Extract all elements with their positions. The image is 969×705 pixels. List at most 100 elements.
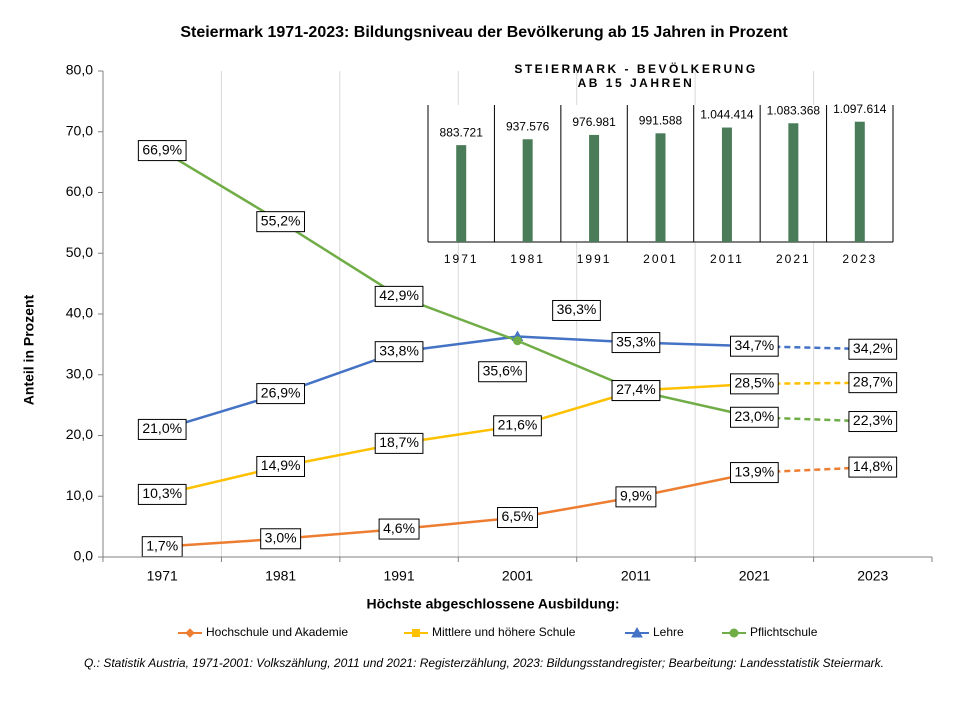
data-label-box (552, 299, 601, 321)
data-label: 35,3% (616, 333, 656, 349)
y-tick-label: 20,0 (66, 426, 93, 442)
data-label-box (137, 140, 187, 162)
data-label: 6,5% (502, 508, 534, 524)
data-label-box (374, 432, 424, 454)
bar (854, 121, 865, 242)
x-tick-label: 1991 (383, 568, 414, 584)
bar-label: 937.576 (506, 119, 550, 133)
data-label: 27,4% (616, 381, 656, 397)
bar-label: 991.588 (639, 113, 683, 127)
data-label: 55,2% (261, 212, 301, 228)
x-tick-label: 1981 (510, 252, 545, 266)
y-tick-label: 70,0 (66, 122, 93, 138)
data-label-box (730, 373, 779, 395)
data-label-box (611, 380, 661, 402)
x-tick-label: 1991 (577, 252, 612, 266)
legend-marker (729, 628, 739, 638)
data-label-box (374, 341, 424, 363)
x-tick-label: 2021 (739, 568, 770, 584)
data-label-box (730, 335, 779, 357)
x-tick-label: 1971 (147, 568, 178, 584)
bar (655, 133, 666, 242)
data-label-box (493, 415, 542, 437)
bar (522, 139, 533, 242)
data-label-box (137, 418, 187, 440)
data-label-box (848, 456, 898, 478)
legend-marker (631, 626, 643, 638)
x-tick-label: 2023 (842, 252, 877, 266)
x-tick-label: 1971 (444, 252, 479, 266)
x-tick-label: 2023 (857, 568, 888, 584)
x-tick-label: 2011 (621, 568, 651, 584)
x-tick-label: 2001 (502, 568, 533, 584)
data-label: 13,9% (735, 463, 775, 479)
inset-title: AB 15 JAHREN (578, 76, 695, 90)
data-label: 3,0% (265, 529, 297, 545)
y-tick-label: 40,0 (66, 305, 93, 321)
data-label-box (848, 338, 898, 360)
bar (788, 123, 799, 242)
data-label: 42,9% (379, 287, 419, 303)
marker (513, 336, 522, 346)
bar-label: 1.097.614 (833, 102, 887, 116)
data-label-box (374, 285, 424, 307)
x-tick-label: 2021 (776, 252, 811, 266)
bar (589, 134, 600, 242)
bar-label: 1.044.414 (700, 108, 754, 122)
data-label-box (256, 211, 305, 233)
data-label: 21,0% (142, 420, 182, 436)
data-label-box (730, 462, 779, 484)
y-axis-label: Anteil in Prozent (21, 294, 37, 405)
data-label: 35,6% (483, 362, 523, 378)
y-tick-label: 10,0 (66, 487, 93, 503)
data-label: 9,9% (620, 488, 652, 504)
bar (456, 145, 467, 242)
x-tick-label: 2011 (710, 252, 744, 266)
data-label: 1,7% (146, 537, 178, 553)
data-label: 33,8% (379, 342, 419, 358)
inset-title: STEIERMARK - BEVÖLKERUNG (514, 61, 757, 76)
data-label-box (615, 486, 657, 508)
data-label: 22,3% (853, 412, 893, 428)
legend-label: Mittlere und höhere Schule (432, 625, 576, 639)
bar-label: 976.981 (572, 115, 616, 129)
data-label: 23,0% (735, 408, 775, 424)
data-label: 21,6% (498, 416, 538, 432)
data-label-box (256, 455, 305, 477)
data-label-box (378, 518, 420, 540)
legend-label: Lehre (653, 625, 684, 639)
chart-title: Steiermark 1971-2023: Bildungsniveau der… (180, 24, 788, 41)
data-label-box (256, 383, 305, 405)
y-tick-label: 50,0 (66, 244, 93, 260)
x-tick-label: 2001 (643, 252, 678, 266)
data-label: 14,8% (853, 458, 893, 474)
data-label-box (611, 332, 661, 354)
x-axis-label: Höchste abgeschlossene Ausbildung: (366, 596, 619, 612)
legend-label: Pflichtschule (750, 625, 818, 639)
data-label-box (497, 507, 538, 529)
data-label: 28,5% (735, 375, 775, 391)
data-label-box (260, 528, 302, 550)
data-label: 66,9% (142, 141, 182, 157)
data-label-box (478, 361, 527, 383)
data-label-box (848, 411, 898, 433)
data-label: 34,7% (735, 337, 775, 353)
data-label: 18,7% (379, 434, 419, 450)
data-label: 26,9% (261, 384, 301, 400)
legend-marker (185, 628, 195, 638)
data-label-box (730, 406, 779, 428)
data-label: 34,2% (853, 340, 893, 356)
data-labels: 1,7% 3,0% 4,6% 6,5% 9,9% 13,9% 14,8% 10,3% 14,9%… (137, 140, 898, 558)
data-label: 10,3% (142, 485, 182, 501)
y-tick-label: 80,0 (66, 62, 93, 78)
data-label: 36,3% (557, 301, 597, 317)
y-tick-label: 0,0 (74, 548, 94, 564)
legend-marker (412, 629, 420, 637)
x-tick-label: 1981 (265, 568, 296, 584)
legend-label: Hochschule und Akademie (206, 625, 348, 639)
bar-label: 1.083.368 (767, 103, 821, 117)
source-note: Q.: Statistik Austria, 1971-2001: Volksz… (84, 656, 884, 670)
y-tick-label: 30,0 (66, 365, 93, 381)
data-label-box (848, 372, 898, 394)
